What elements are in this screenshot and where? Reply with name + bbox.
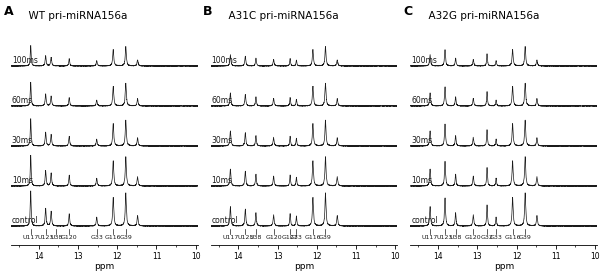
Text: 60ms: 60ms (411, 96, 432, 104)
Text: U117: U117 (422, 235, 438, 240)
Text: G120: G120 (265, 235, 282, 240)
Text: G116: G116 (305, 235, 321, 240)
Text: G116: G116 (504, 235, 521, 240)
Text: 10ms: 10ms (211, 176, 233, 184)
Text: 30ms: 30ms (411, 135, 432, 145)
Text: control: control (211, 216, 238, 225)
Text: A32G pri-miRNA156a: A32G pri-miRNA156a (422, 11, 539, 21)
Text: G120: G120 (465, 235, 482, 240)
Text: G39: G39 (319, 235, 332, 240)
Text: G127: G127 (282, 235, 299, 240)
Text: G33: G33 (90, 235, 103, 240)
Text: G32: G32 (481, 235, 493, 240)
Text: control: control (12, 216, 39, 225)
Text: WT pri-miRNA156a: WT pri-miRNA156a (22, 11, 128, 21)
X-axis label: ppm: ppm (294, 262, 314, 271)
Text: U123: U123 (437, 235, 453, 240)
Text: 60ms: 60ms (211, 96, 233, 104)
Text: 30ms: 30ms (12, 135, 33, 145)
Text: U117: U117 (222, 235, 239, 240)
Text: U38: U38 (50, 235, 62, 240)
Text: U117: U117 (22, 235, 39, 240)
Text: U123: U123 (38, 235, 54, 240)
Text: control: control (411, 216, 438, 225)
Text: A: A (4, 6, 13, 19)
Text: 10ms: 10ms (12, 176, 33, 184)
Text: U38: U38 (250, 235, 262, 240)
Text: G39: G39 (119, 235, 132, 240)
Text: 100ms: 100ms (211, 55, 238, 65)
Text: G33: G33 (290, 235, 303, 240)
Text: 10ms: 10ms (411, 176, 432, 184)
Text: G33: G33 (490, 235, 502, 240)
Text: U38: U38 (450, 235, 462, 240)
Text: G120: G120 (61, 235, 78, 240)
Text: B: B (203, 6, 213, 19)
Text: 100ms: 100ms (12, 55, 38, 65)
Text: 60ms: 60ms (12, 96, 33, 104)
Text: U123: U123 (237, 235, 253, 240)
X-axis label: ppm: ppm (95, 262, 115, 271)
Text: G116: G116 (105, 235, 121, 240)
X-axis label: ppm: ppm (494, 262, 514, 271)
Text: 30ms: 30ms (211, 135, 233, 145)
Text: A31C pri-miRNA156a: A31C pri-miRNA156a (222, 11, 339, 21)
Text: C: C (403, 6, 412, 19)
Text: G39: G39 (519, 235, 531, 240)
Text: 100ms: 100ms (411, 55, 437, 65)
